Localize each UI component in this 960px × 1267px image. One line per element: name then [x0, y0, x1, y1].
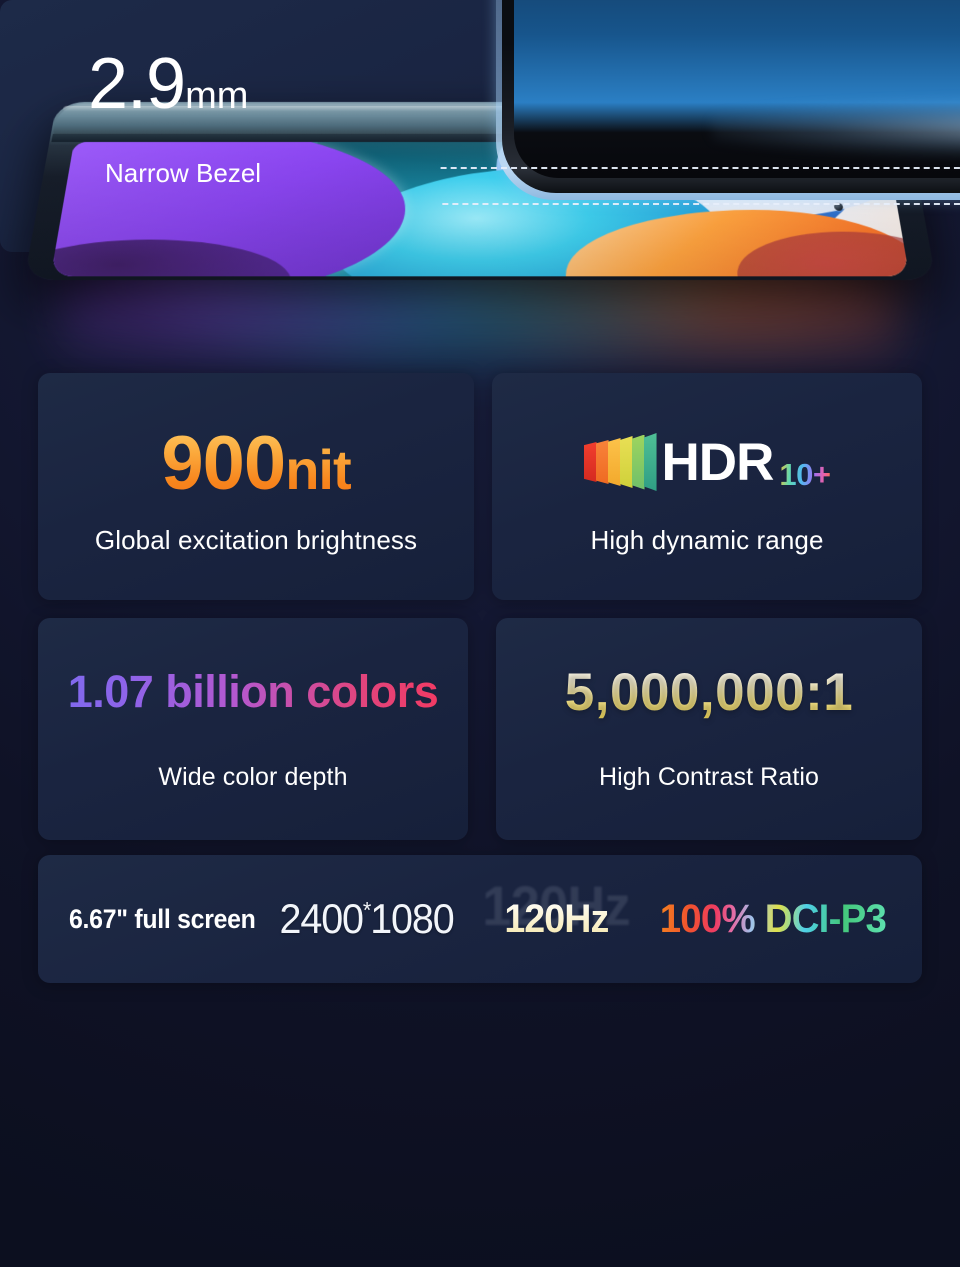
spec-screen-size: 6.67" full screen: [68, 903, 256, 934]
feature-card-brightness: 900nit Global excitation brightness: [38, 373, 474, 600]
spec-color-gamut: 100% DCI-P3: [660, 896, 887, 941]
bezel-unit: mm: [185, 75, 249, 117]
hdr-caption: High dynamic range: [590, 525, 824, 555]
hdr-wordmark: HDR: [661, 432, 775, 492]
contrast-value: 5,000,000:1: [496, 662, 922, 723]
feature-card-contrast: 5,000,000:1 High Contrast Ratio: [496, 618, 922, 840]
dashed-measure-line-icon: [440, 0, 960, 252]
hdr-color-blades-icon: [583, 433, 657, 491]
spec-refresh-rate: 120Hz: [504, 896, 609, 941]
brightness-unit: nit: [285, 438, 351, 501]
hdr10plus-logo-icon: HDR 10+: [492, 429, 922, 495]
resolution-separator: *: [362, 897, 371, 923]
contrast-caption: High Contrast Ratio: [598, 763, 820, 791]
spec-resolution: 2400*1080: [279, 895, 454, 943]
hero-section: [0, 0, 960, 390]
colors-caption: Wide color depth: [158, 763, 348, 791]
spec-refresh-rate-group: 120Hz 120Hz: [482, 874, 630, 942]
feature-card-colors: 1.07 billion colors Wide color depth: [38, 618, 468, 840]
resolution-height: 1080: [369, 895, 454, 942]
brightness-caption: Global excitation brightness: [94, 525, 418, 555]
colors-value: 1.07 billion colors: [38, 666, 468, 718]
feature-card-hdr: HDR 10+ High dynamic range: [492, 373, 922, 600]
brightness-number: 900: [161, 421, 286, 506]
resolution-width: 2400: [279, 895, 363, 942]
hdr-version-suffix: 10+: [779, 459, 831, 495]
brightness-value: 900nit: [38, 420, 474, 507]
bezel-number: 2.9: [88, 44, 186, 124]
bezel-value: 2.9mm: [88, 48, 248, 120]
spec-strip: 6.67" full screen 2400*1080 120Hz 120Hz …: [38, 855, 922, 983]
bezel-caption: Narrow Bezel: [105, 158, 262, 188]
refresh-rate-ghost: 120Hz: [482, 873, 630, 938]
phone-corner-closeup-icon: [440, 0, 960, 252]
